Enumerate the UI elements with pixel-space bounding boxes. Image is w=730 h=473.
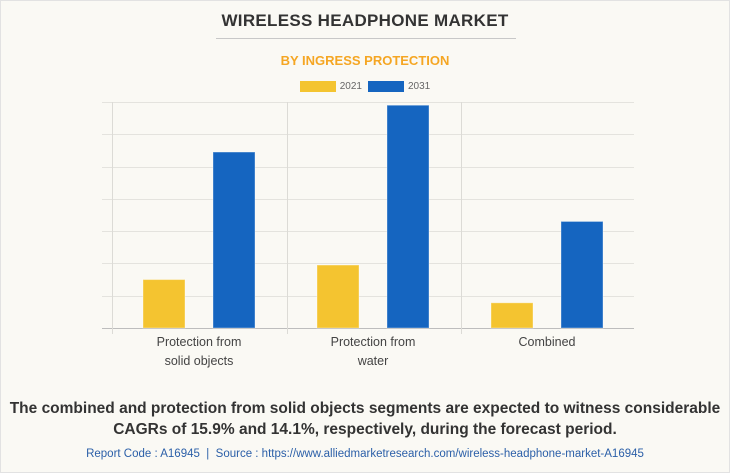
legend-swatch-2021 [299,81,336,92]
legend-swatch-2031 [368,81,404,92]
bar-2031-combined [560,220,604,329]
x-tick-label: Protection from [157,335,242,349]
x-tick-label: water [357,354,389,368]
legend-label-2031: 2031 [408,81,431,92]
chart-title: WIRELESS HEADPHONE MARKET [221,11,509,30]
report-source-footer[interactable]: Report Code : A16945 | Source : https://… [86,448,644,460]
bar-2031-protection-from-water [386,104,430,329]
legend-label-2021: 2021 [339,81,362,92]
chart-caption: The combined and protection from solid o… [9,400,721,438]
legend-item-2031[interactable]: 2031 [368,81,430,92]
title-divider [216,38,516,39]
x-tick-label: Combined [519,335,576,349]
bar-chart: Protection from solid objects Protection f… [102,102,634,368]
x-tick-label: Protection from [331,335,416,349]
legend: 2021 2031 [1,81,729,92]
chart-subtitle: BY INGRESS PROTECTION [280,53,450,68]
bar-2031-protection-from-solid-objects [212,151,256,329]
bar-2021-protection-from-solid-objects [142,279,186,329]
bar-2021-combined [490,302,534,329]
legend-item-2021[interactable]: 2021 [299,81,362,92]
bar-2021-protection-from-water [316,264,360,329]
x-tick-label: solid objects [165,354,234,368]
